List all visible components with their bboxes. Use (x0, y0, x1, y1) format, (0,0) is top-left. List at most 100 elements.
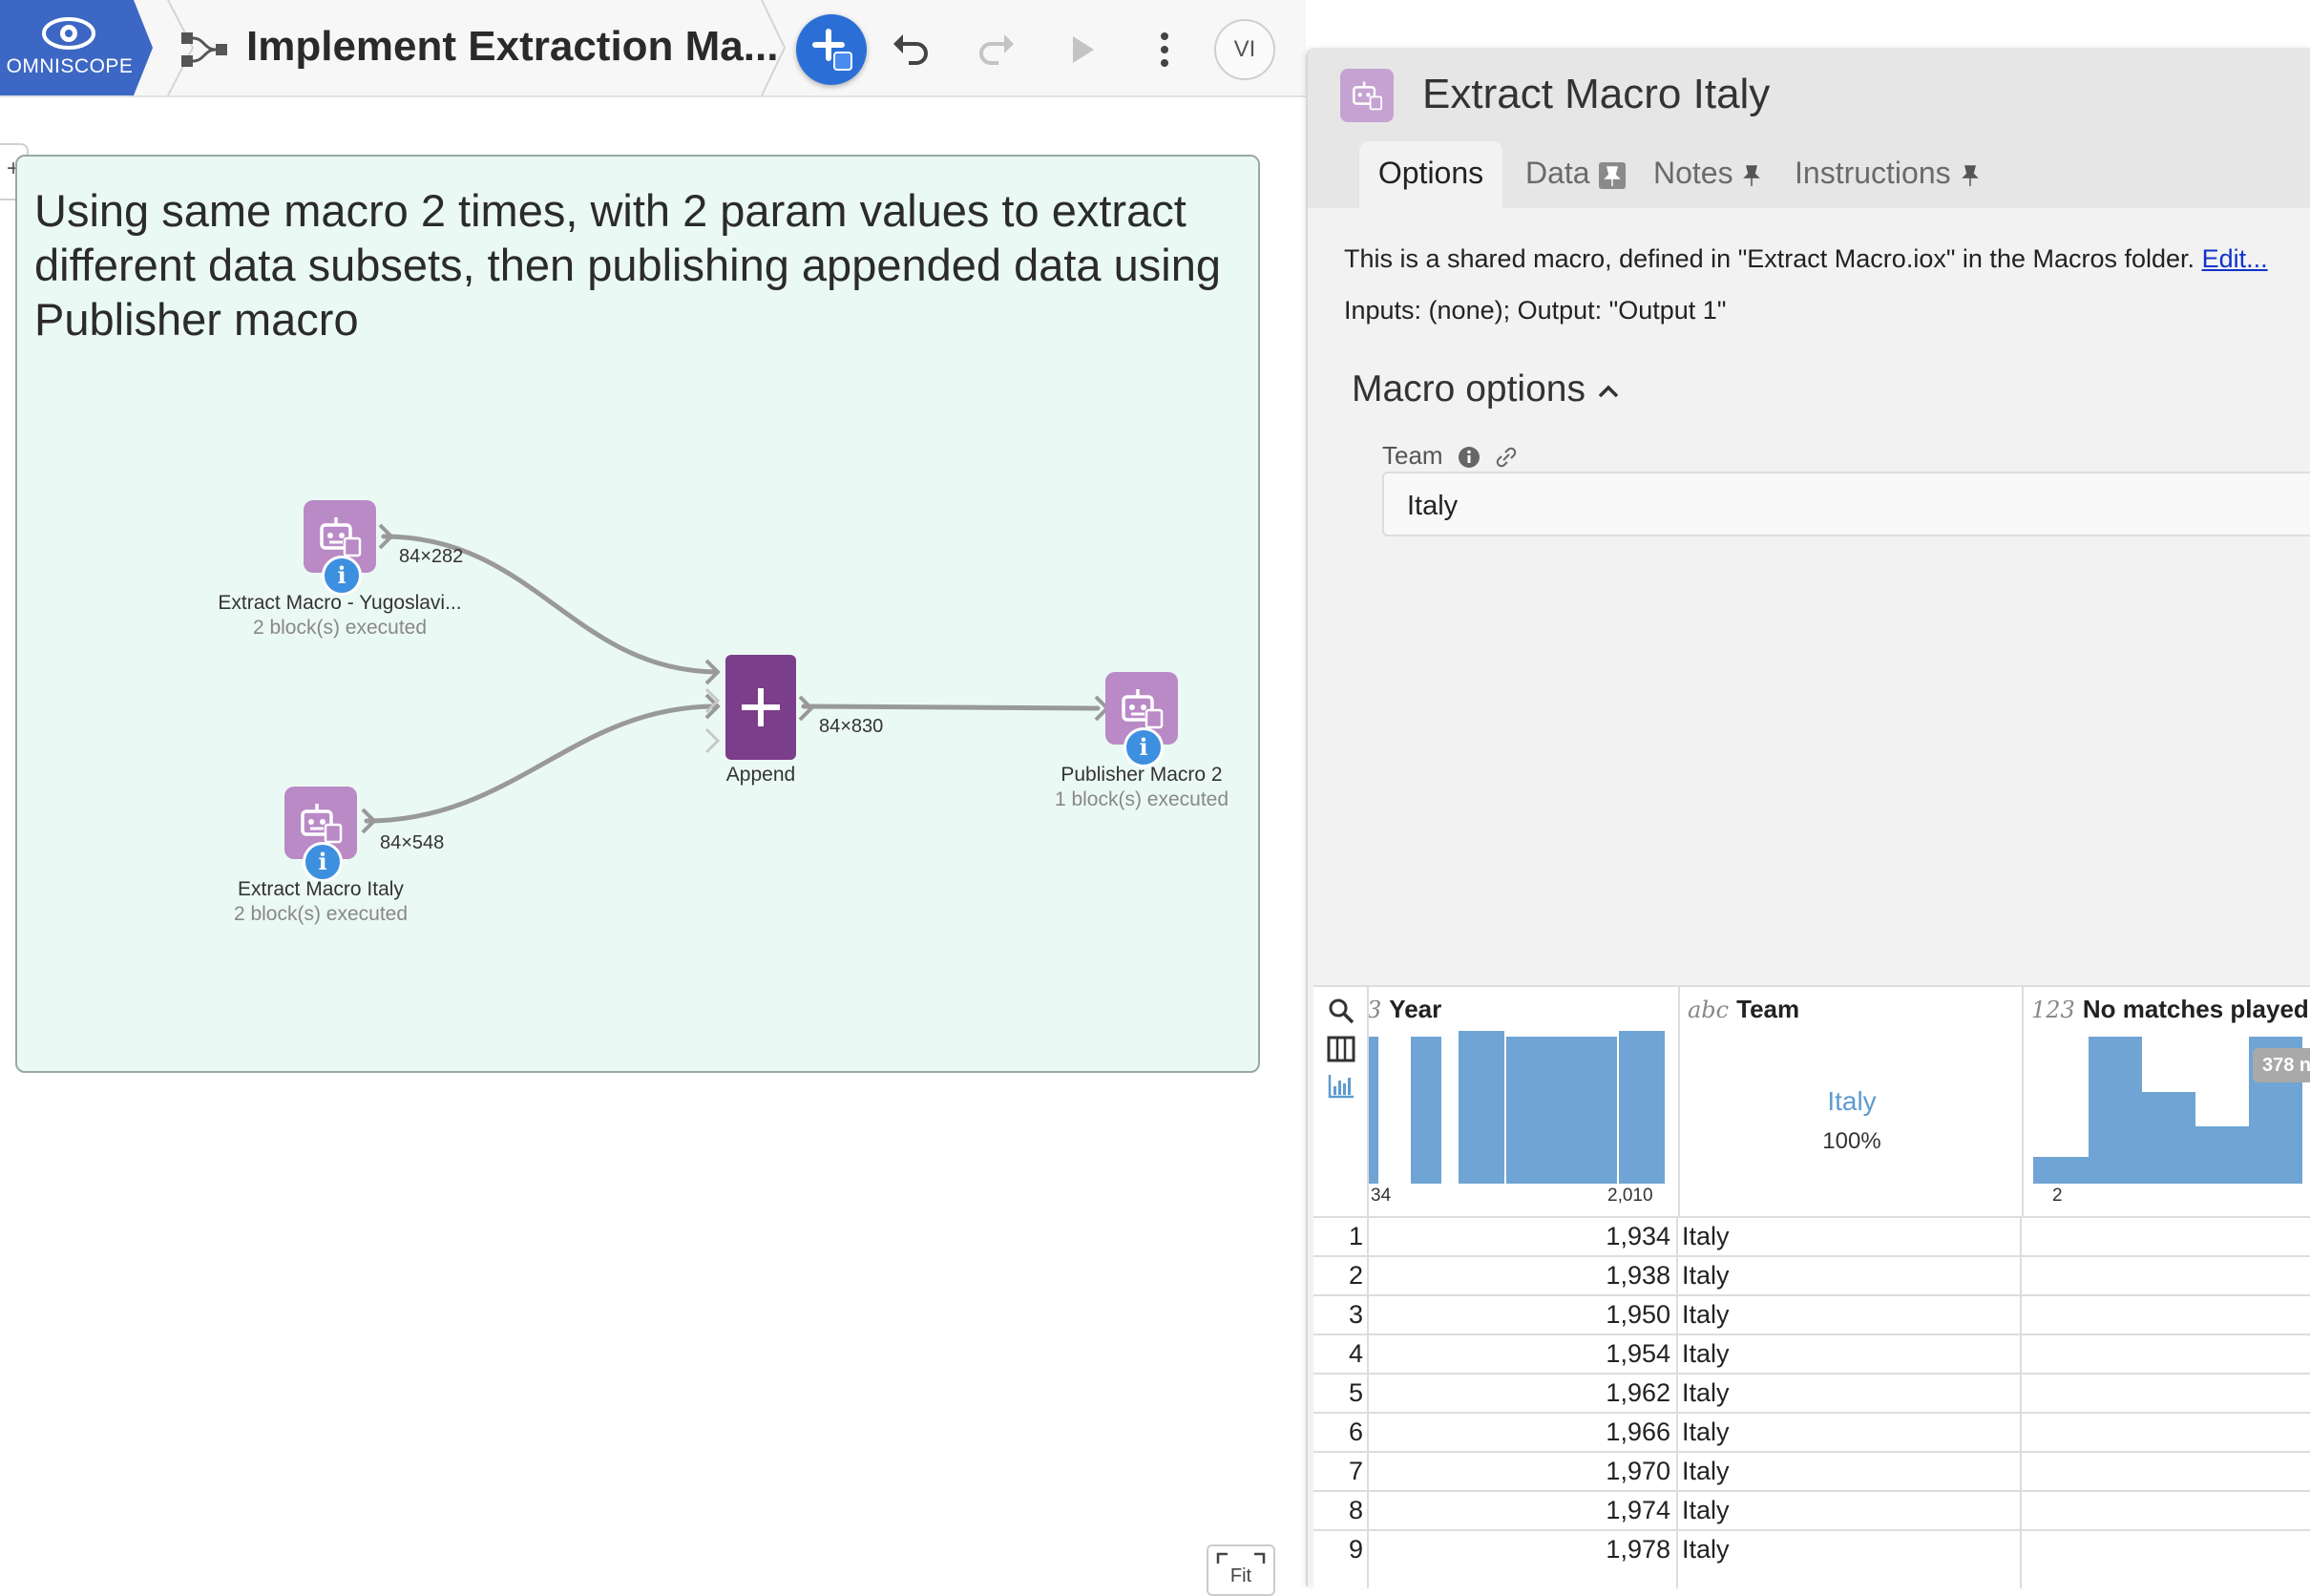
edit-macro-link[interactable]: Edit... (2201, 244, 2268, 273)
chevron-up-icon (1598, 385, 1619, 397)
info-icon[interactable]: i (322, 556, 362, 596)
redo-icon[interactable] (974, 27, 1019, 73)
column-title: 3 Year (1367, 995, 1442, 1024)
histogram-bar (1369, 1037, 1378, 1184)
row-number: 7 (1348, 1457, 1363, 1485)
row-number: 8 (1348, 1496, 1363, 1524)
fit-icon (1216, 1552, 1266, 1564)
axis-max-label: 2,010 (1607, 1186, 1653, 1206)
tab-notes[interactable]: Notes (1653, 141, 1762, 208)
column-divider (1676, 1216, 1678, 1588)
cell-team[interactable]: Italy (1682, 1378, 1730, 1407)
cell-year[interactable]: 1,974 (1606, 1496, 1670, 1524)
team-input[interactable]: Italy (1382, 472, 2310, 536)
cell-team[interactable]: Italy (1682, 1222, 1730, 1250)
column-title: abc Team (1688, 995, 1799, 1024)
column-header-team[interactable]: abc Team Italy 100% (1678, 987, 2024, 1216)
flow-icon (181, 32, 227, 67)
cell-year[interactable]: 1,934 (1606, 1222, 1670, 1250)
search-icon[interactable] (1327, 997, 1355, 1025)
macro-block-icon[interactable] (1105, 672, 1178, 745)
edge-yugo-append (381, 534, 719, 675)
cell-year[interactable]: 1,954 (1606, 1339, 1670, 1368)
cell-year[interactable]: 1,978 (1606, 1535, 1670, 1564)
cell-year[interactable]: 1,962 (1606, 1378, 1670, 1407)
column-name: No matches played (2082, 995, 2309, 1023)
cell-team[interactable]: Italy (1682, 1535, 1730, 1564)
table-row[interactable]: 8 1,974 Italy (1313, 1490, 2310, 1530)
column-name: Team (1736, 995, 1800, 1023)
cell-team[interactable]: Italy (1682, 1300, 1730, 1329)
info-icon[interactable]: i (1124, 727, 1164, 767)
column-header-year[interactable]: 3 Year 34 2,010 (1367, 987, 1674, 1216)
append-block-icon[interactable] (725, 655, 796, 760)
table-row[interactable]: 7 1,970 Italy (1313, 1451, 2310, 1491)
row-number: 2 (1348, 1261, 1363, 1290)
info-icon[interactable]: i (303, 842, 343, 882)
axis-min-label: 2 (2052, 1186, 2063, 1206)
row-number: 3 (1348, 1300, 1363, 1329)
column-name: Year (1389, 995, 1442, 1023)
cell-year[interactable]: 1,950 (1606, 1300, 1670, 1329)
more-icon[interactable] (1142, 27, 1187, 73)
table-row[interactable]: 1 1,934 Italy (1313, 1216, 2310, 1256)
category-percent: 100% (1822, 1128, 1881, 1154)
note-text: Using same macro 2 times, with 2 param v… (34, 185, 1221, 345)
block-name: Extract Macro - Yugoslavi... (218, 592, 462, 614)
plus-icon (742, 688, 780, 726)
cell-year[interactable]: 1,970 (1606, 1457, 1670, 1485)
column-type: 3 (1367, 997, 1382, 1023)
append-empty-input-2 (704, 727, 721, 754)
info-circle-icon[interactable] (1458, 446, 1480, 469)
tab-data[interactable]: Data (1525, 141, 1627, 208)
edge-rows-label: 84×282 (399, 546, 464, 567)
column-header-matches[interactable]: 123 No matches played 378 n 2 (2022, 987, 2310, 1216)
cell-team[interactable]: Italy (1682, 1339, 1730, 1368)
cell-year[interactable]: 1,938 (1606, 1261, 1670, 1290)
canvas-note[interactable]: Using same macro 2 times, with 2 param v… (15, 155, 1260, 1073)
macro-description-text: This is a shared macro, defined in "Extr… (1344, 244, 2195, 273)
category-value[interactable]: Italy (1827, 1086, 1877, 1116)
histogram-bar (2142, 1092, 2195, 1184)
cell-team[interactable]: Italy (1682, 1496, 1730, 1524)
cell-year[interactable]: 1,966 (1606, 1418, 1670, 1446)
macro-description: This is a shared macro, defined in "Extr… (1344, 244, 2268, 274)
cell-team[interactable]: Italy (1682, 1418, 1730, 1446)
arrow-append-out (798, 695, 814, 722)
table-row[interactable]: 9 1,978 Italy (1313, 1529, 2310, 1569)
block-status: 2 block(s) executed (252, 617, 428, 639)
column-divider (2020, 1216, 2022, 1588)
histogram-bar (1459, 1031, 1504, 1184)
tab-instructions[interactable]: Instructions (1795, 141, 1981, 208)
histogram-icon[interactable] (1327, 1071, 1355, 1100)
columns-icon[interactable] (1327, 1035, 1355, 1063)
arrow-italy-in (704, 693, 721, 720)
omniscope-logo[interactable]: OMNISCOPE (0, 0, 153, 95)
histogram-bar (2195, 1126, 2249, 1184)
table-row[interactable]: 2 1,938 Italy (1313, 1255, 2310, 1295)
cell-team[interactable]: Italy (1682, 1261, 1730, 1290)
histogram-bar (2089, 1037, 2142, 1184)
add-block-button[interactable] (796, 14, 867, 85)
tab-data-label: Data (1525, 156, 1590, 190)
add-block-icon (812, 29, 852, 71)
block-name: Extract Macro Italy (238, 878, 404, 900)
undo-icon[interactable] (888, 27, 934, 73)
tab-options[interactable]: Options (1359, 141, 1502, 208)
table-row[interactable]: 6 1,966 Italy (1313, 1412, 2310, 1452)
link-icon[interactable] (1495, 446, 1518, 469)
table-row[interactable]: 3 1,950 Italy (1313, 1294, 2310, 1334)
table-row[interactable]: 4 1,954 Italy (1313, 1334, 2310, 1374)
table-row[interactable]: 5 1,962 Italy (1313, 1373, 2310, 1413)
macro-options-header[interactable]: Macro options (1352, 368, 1621, 410)
run-icon[interactable] (1060, 27, 1105, 73)
workflow-connections (361, 523, 1110, 834)
robot-icon (320, 517, 362, 557)
page-title[interactable]: Implement Extraction Ma... (246, 23, 779, 70)
cell-team[interactable]: Italy (1682, 1457, 1730, 1485)
fit-button[interactable]: Fit (1207, 1544, 1275, 1596)
column-divider (1367, 1216, 1369, 1588)
axis-min-label: 34 (1371, 1186, 1392, 1206)
user-avatar[interactable]: VI (1214, 19, 1275, 80)
panel-title[interactable]: Extract Macro Italy (1422, 71, 1771, 117)
